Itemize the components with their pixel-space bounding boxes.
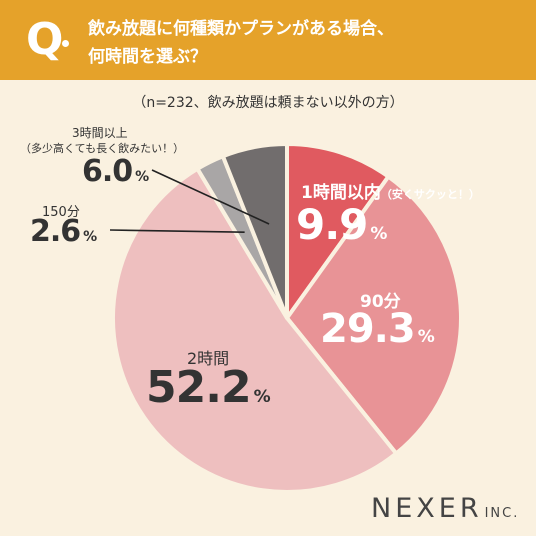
question-line-2: 何時間を選ぶ？ (88, 47, 207, 67)
q-dot (62, 40, 69, 47)
slice-note-3h-plus: （多少高くても長く飲みたい！） (20, 142, 185, 155)
slice-label-2h: 2時間 (187, 349, 230, 368)
pie-slice-4 (220, 142, 289, 320)
logo-suffix: INC. (484, 506, 520, 521)
pie-slice-2 (111, 166, 399, 494)
slice-value: 52.2 (146, 362, 252, 413)
company-logo: NEXER INC. (371, 493, 519, 524)
slice-label: 1時間以内 (301, 183, 381, 203)
slice-label-3h-plus: 3時間以上 (72, 126, 128, 140)
logo-name: NEXER (371, 493, 483, 524)
sample-size-note: （n=232、飲み放題は頼まない以外の方） (132, 95, 404, 111)
slice-value: 29.3 (320, 306, 416, 352)
value-3h-plus: 6.0% (82, 154, 150, 189)
slice-value: 9.9 (296, 200, 368, 249)
pie-slice-1 (285, 174, 463, 456)
value-150min: 2.6% (30, 214, 98, 249)
value-2h: 52.2% (146, 362, 271, 413)
value-1h-or-less: 9.9% (296, 200, 388, 249)
pie-slice-0 (285, 142, 391, 320)
slice-value: 2.6 (30, 214, 81, 249)
question-header: Q 飲み放題に何種類かプランがある場合、 何時間を選ぶ？ (0, 0, 536, 80)
slice-label-150min: 150分 (42, 205, 80, 220)
label-1h-or-less: 1時間以内（安くサクッと！） (301, 178, 480, 203)
slice-label-90min: 90分 (360, 292, 401, 312)
leader-line-3 (109, 229, 245, 233)
slice-note: （安くサクッと！） (380, 188, 480, 201)
slice-value: 6.0 (82, 154, 133, 189)
question-line-1: 飲み放題に何種類かプランがある場合、 (88, 19, 394, 39)
value-90min: 29.3% (320, 306, 435, 352)
q-mark: Q (26, 14, 64, 65)
leader-line-4 (151, 169, 270, 225)
